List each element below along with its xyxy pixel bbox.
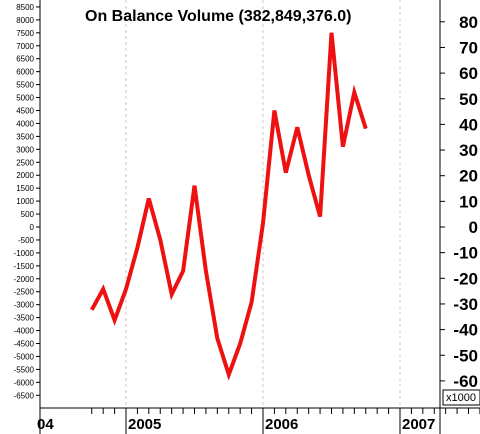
left-tick-label: 5500 bbox=[16, 81, 34, 90]
left-tick-label: 1500 bbox=[16, 184, 34, 193]
right-tick-label: 30 bbox=[459, 141, 478, 160]
right-tick-label: -60 bbox=[453, 372, 478, 391]
bottom-tick-label: 2005 bbox=[128, 416, 161, 433]
left-tick-label: 4500 bbox=[16, 106, 34, 115]
right-tick-label: -10 bbox=[453, 244, 478, 263]
bottom-tick-label: 2006 bbox=[265, 416, 298, 433]
left-tick-label: -3500 bbox=[14, 314, 35, 323]
left-tick-label: -500 bbox=[18, 236, 35, 245]
right-tick-label: 70 bbox=[459, 38, 478, 57]
left-tick-label: 2500 bbox=[16, 158, 34, 167]
multiplier-box bbox=[442, 389, 480, 406]
left-tick-label: -1000 bbox=[14, 249, 35, 258]
left-tick-label: -2000 bbox=[14, 275, 35, 284]
left-tick-label: 6500 bbox=[16, 55, 34, 64]
bottom-tick-label: 2007 bbox=[402, 416, 435, 433]
right-tick-label: -30 bbox=[453, 295, 478, 314]
bottom-axis-ticks: 04 2005 2006 2007 bbox=[37, 408, 480, 434]
right-tick-label: -20 bbox=[453, 269, 478, 288]
left-tick-label: 3000 bbox=[16, 145, 34, 154]
left-tick-label: -4500 bbox=[14, 340, 35, 349]
right-tick-label: 80 bbox=[459, 13, 478, 32]
bottom-tick-label: 04 bbox=[37, 416, 54, 433]
left-tick-label: 2000 bbox=[16, 171, 34, 180]
left-tick-label: 1000 bbox=[16, 197, 34, 206]
right-tick-label: -40 bbox=[453, 321, 478, 340]
left-tick-label: 500 bbox=[21, 210, 35, 219]
right-tick-label: 10 bbox=[459, 192, 478, 211]
right-tick-label: 60 bbox=[459, 64, 478, 83]
right-tick-label: 20 bbox=[459, 167, 478, 186]
right-tick-label: -50 bbox=[453, 346, 478, 365]
left-tick-label: 8500 bbox=[16, 3, 34, 12]
left-tick-label: 7000 bbox=[16, 42, 34, 51]
multiplier-label: x1000 bbox=[446, 392, 476, 404]
left-axis-ticks: 8500800075007000650060005500500045004000… bbox=[14, 3, 40, 400]
left-tick-label: -3000 bbox=[14, 301, 35, 310]
left-tick-label: 3500 bbox=[16, 132, 34, 141]
obv-series-line bbox=[90, 32, 368, 381]
left-tick-label: -1500 bbox=[14, 262, 35, 271]
left-tick-label: 8000 bbox=[16, 16, 34, 25]
left-tick-label: 6000 bbox=[16, 68, 34, 77]
right-tick-label: 40 bbox=[459, 115, 478, 134]
left-tick-label: 5000 bbox=[16, 94, 34, 103]
right-tick-label: 50 bbox=[459, 90, 478, 109]
left-tick-label: -6500 bbox=[14, 391, 35, 400]
chart-title: On Balance Volume (382,849,376.0) bbox=[85, 8, 352, 25]
left-tick-label: 0 bbox=[30, 223, 35, 232]
left-tick-label: -6000 bbox=[14, 378, 35, 387]
left-tick-label: -4000 bbox=[14, 327, 35, 336]
left-tick-label: -5000 bbox=[14, 352, 35, 361]
left-tick-label: 7500 bbox=[16, 29, 34, 38]
right-axis-ticks: 80 70 60 50 40 30 20 10 0 -10 -20 -30 -40 -50 -60 bbox=[440, 13, 478, 391]
left-tick-label: -2500 bbox=[14, 288, 35, 297]
left-tick-label: 4000 bbox=[16, 119, 34, 128]
right-tick-label: 0 bbox=[469, 218, 478, 237]
left-tick-label: -5500 bbox=[14, 365, 35, 374]
